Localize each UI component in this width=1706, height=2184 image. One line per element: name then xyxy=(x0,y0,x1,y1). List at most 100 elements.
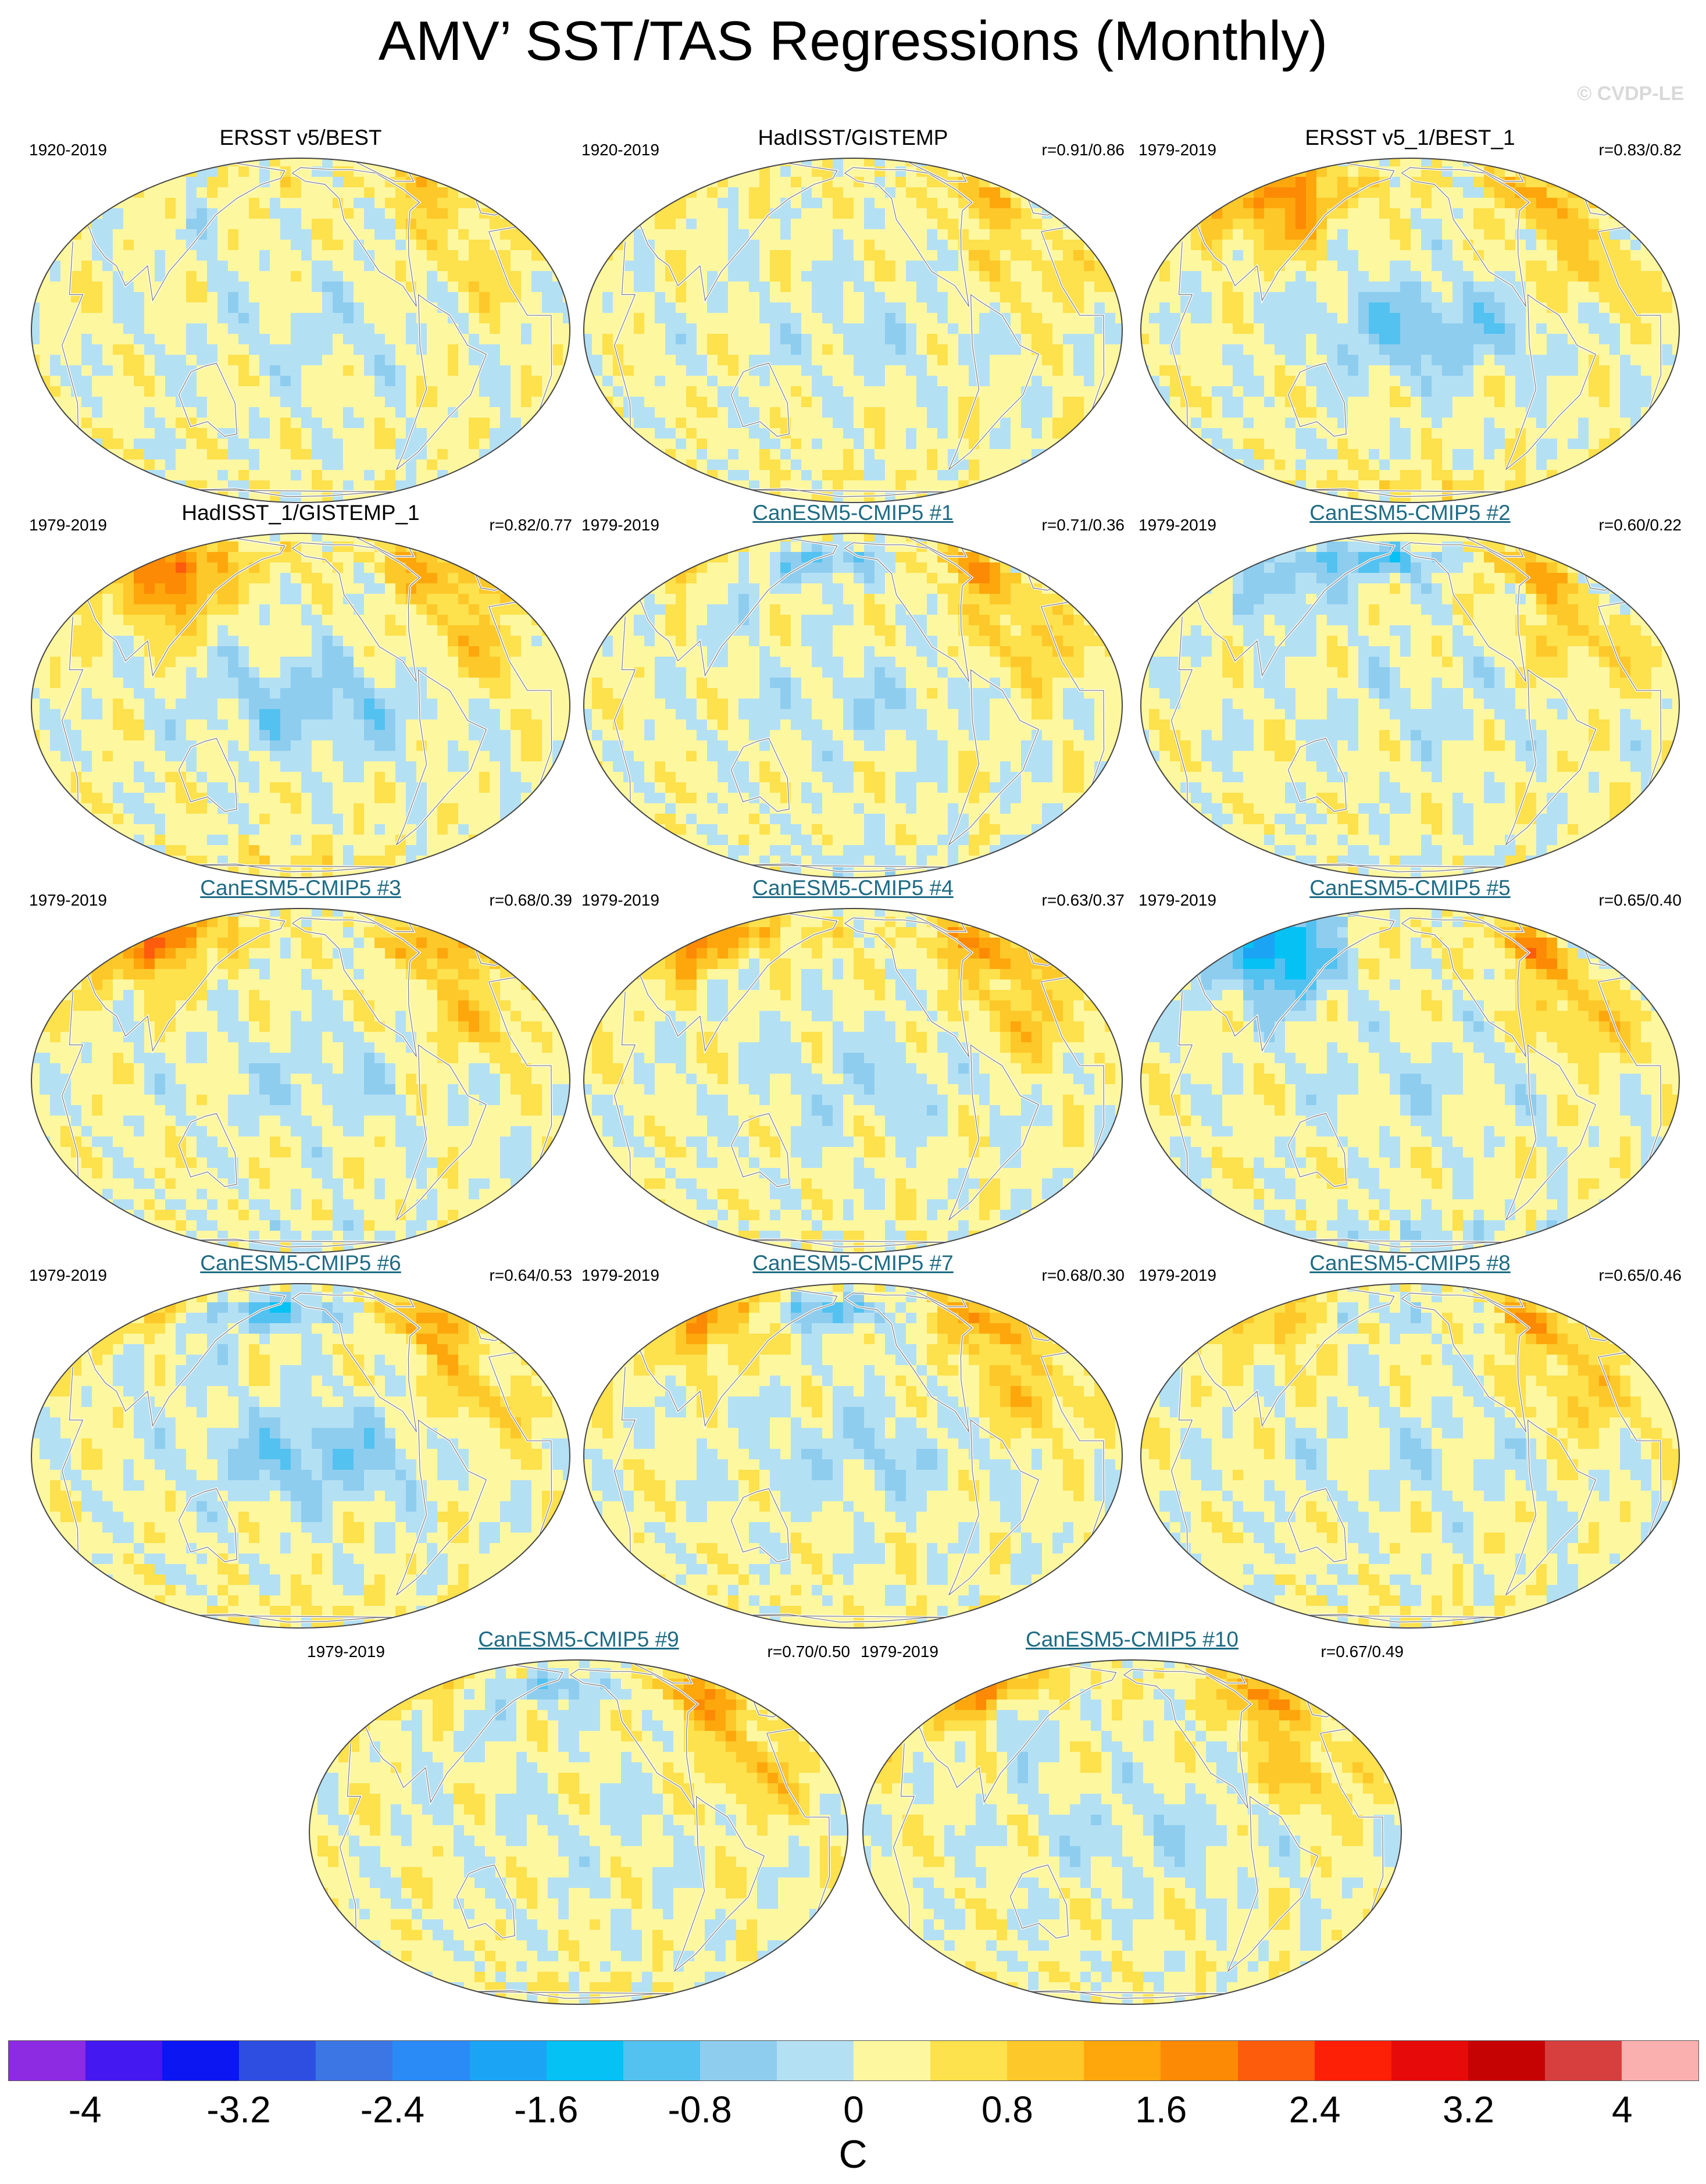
colorbar-swatch xyxy=(469,2041,547,2080)
panel-pattern-correlation: r=0.65/0.46 xyxy=(1599,1266,1682,1285)
map-border xyxy=(31,1283,570,1629)
panel-pattern-correlation: r=0.63/0.37 xyxy=(1042,891,1125,910)
shaded-field xyxy=(309,1660,848,2004)
colorbar-swatch xyxy=(1621,2041,1699,2080)
colorbar-swatch xyxy=(699,2041,777,2080)
panel-pattern-correlation: r=0.91/0.86 xyxy=(1042,141,1125,159)
map-border xyxy=(31,533,570,878)
regression-map xyxy=(1140,533,1680,878)
panel-pattern-correlation: r=0.68/0.39 xyxy=(490,891,572,910)
panel-years: 1979-2019 xyxy=(1138,141,1216,159)
shaded-field xyxy=(31,908,570,1252)
panel-title: CanESM5-CMIP5 #4 xyxy=(581,876,1125,900)
shaded-field xyxy=(1141,533,1679,877)
map-border xyxy=(862,1659,1402,2005)
map-panel: CanESM5-CMIP5 #9 1979-2019 r=0.70/0.50 xyxy=(307,1627,850,2007)
map-border xyxy=(583,908,1123,1253)
colorbar-swatch xyxy=(162,2041,240,2080)
map-border xyxy=(1140,533,1680,878)
regression-map xyxy=(1140,1283,1680,1629)
map-border xyxy=(1140,908,1680,1253)
colorbar-swatch xyxy=(1237,2041,1315,2080)
map-border xyxy=(583,533,1123,878)
shaded-field xyxy=(584,908,1122,1252)
regression-map xyxy=(583,158,1123,503)
colorbar-tick-label: 3.2 xyxy=(1443,2088,1494,2131)
regression-map xyxy=(583,1283,1123,1629)
colorbar-swatch xyxy=(239,2041,316,2080)
map-panel: ERSST v5_1/BEST_1 1979-2019 r=0.83/0.82 xyxy=(1138,126,1682,505)
regression-map xyxy=(31,1283,570,1629)
panel-title: CanESM5-CMIP5 #9 xyxy=(307,1627,850,1652)
regression-map xyxy=(31,158,570,503)
regression-map xyxy=(862,1659,1402,2005)
shaded-field xyxy=(1141,1284,1679,1627)
map-panel: HadISST/GISTEMP 1920-2019 r=0.91/0.86 xyxy=(581,126,1125,505)
panel-title: CanESM5-CMIP5 #10 xyxy=(861,1627,1404,1652)
regression-map xyxy=(1140,158,1680,503)
panel-years: 1979-2019 xyxy=(581,891,659,910)
colorbar-swatch xyxy=(1468,2041,1545,2080)
panel-pattern-correlation: r=0.64/0.53 xyxy=(490,1266,572,1285)
colorbar-tick-label: -2.4 xyxy=(361,2088,424,2131)
shaded-field xyxy=(584,158,1122,502)
map-border xyxy=(583,158,1123,503)
panel-years: 1979-2019 xyxy=(29,891,107,910)
map-border xyxy=(31,908,570,1253)
panel-pattern-correlation: r=0.83/0.82 xyxy=(1599,141,1682,159)
colorbar-tick-label: 0 xyxy=(843,2088,864,2131)
panel-title: HadISST_1/GISTEMP_1 xyxy=(29,501,572,525)
regression-map xyxy=(583,908,1123,1253)
panel-pattern-correlation: r=0.71/0.36 xyxy=(1042,516,1125,535)
colorbar-swatch xyxy=(316,2041,393,2080)
map-panel: ERSST v5/BEST 1920-2019 xyxy=(29,126,572,505)
shaded-field xyxy=(1141,908,1679,1252)
map-panel: CanESM5-CMIP5 #6 1979-2019 r=0.64/0.53 xyxy=(29,1251,572,1630)
panel-pattern-correlation: r=0.65/0.40 xyxy=(1599,891,1682,910)
colorbar-swatch xyxy=(930,2041,1008,2080)
colorbar-ticks: -4 -3.2 -2.4 -1.6 -0.8 0 0.8 1.6 2.4 3.2 4 xyxy=(0,2088,1706,2135)
panel-years: 1979-2019 xyxy=(29,516,107,535)
panel-years: 1979-2019 xyxy=(581,1266,659,1285)
colorbar-tick-label: -1.6 xyxy=(514,2088,578,2131)
colorbar-swatch xyxy=(1161,2041,1238,2080)
panel-title: HadISST/GISTEMP xyxy=(581,126,1125,150)
panel-title: ERSST v5_1/BEST_1 xyxy=(1138,126,1682,150)
map-panel: CanESM5-CMIP5 #2 1979-2019 r=0.60/0.22 xyxy=(1138,501,1682,880)
map-border xyxy=(309,1659,848,2005)
colorbar-tick-label: 4 xyxy=(1612,2088,1633,2131)
map-border xyxy=(1140,1283,1680,1629)
colorbar-tick-label: -0.8 xyxy=(668,2088,731,2131)
panel-title: CanESM5-CMIP5 #5 xyxy=(1138,876,1682,900)
map-panel: CanESM5-CMIP5 #10 1979-2019 r=0.67/0.49 xyxy=(861,1627,1404,2007)
colorbar-swatch xyxy=(9,2041,86,2080)
map-panel: CanESM5-CMIP5 #8 1979-2019 r=0.65/0.46 xyxy=(1138,1251,1682,1630)
panel-title: CanESM5-CMIP5 #1 xyxy=(581,501,1125,525)
panel-years: 1920-2019 xyxy=(581,141,659,159)
colorbar-swatch xyxy=(1544,2041,1622,2080)
shaded-field xyxy=(863,1660,1401,2004)
panel-years: 1979-2019 xyxy=(1138,891,1216,910)
map-panel: CanESM5-CMIP5 #7 1979-2019 r=0.68/0.30 xyxy=(581,1251,1125,1630)
regression-map xyxy=(583,533,1123,878)
colorbar-swatch xyxy=(1084,2041,1161,2080)
regression-map xyxy=(309,1659,848,2005)
shaded-field xyxy=(31,1284,570,1627)
colorbar-swatch xyxy=(776,2041,854,2080)
panel-title: CanESM5-CMIP5 #6 xyxy=(29,1251,572,1276)
panel-pattern-correlation: r=0.67/0.49 xyxy=(1321,1643,1404,1661)
panel-years: 1979-2019 xyxy=(1138,1266,1216,1285)
colorbar-tick-label: -4 xyxy=(69,2088,102,2131)
panel-pattern-correlation: r=0.70/0.50 xyxy=(768,1643,850,1661)
colorbar-tick-label: -3.2 xyxy=(206,2088,270,2131)
colorbar-swatch xyxy=(546,2041,623,2080)
panel-years: 1979-2019 xyxy=(861,1643,938,1661)
colorbar-swatch xyxy=(392,2041,470,2080)
colorbar-swatch xyxy=(854,2041,931,2080)
shaded-field xyxy=(584,533,1122,877)
panel-title: ERSST v5/BEST xyxy=(29,126,572,150)
colorbar-units: C xyxy=(0,2132,1706,2177)
panel-title: CanESM5-CMIP5 #8 xyxy=(1138,1251,1682,1276)
shaded-field xyxy=(31,158,570,502)
panel-title: CanESM5-CMIP5 #7 xyxy=(581,1251,1125,1276)
